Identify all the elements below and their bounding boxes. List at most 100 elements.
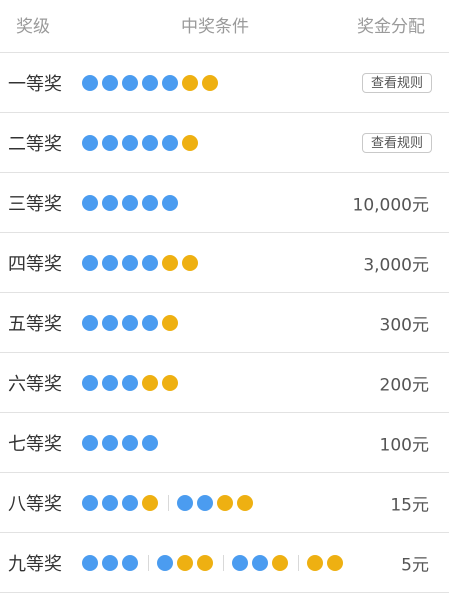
prize-level: 二等奖 <box>8 133 62 155</box>
table-row: 四等奖 3,000元 <box>0 233 449 293</box>
gold-ball-icon <box>217 494 233 511</box>
header-condition: 中奖条件 <box>181 17 249 37</box>
table-row: 五等奖 300元 <box>0 293 449 353</box>
ball-group <box>82 434 162 451</box>
blue-ball-icon <box>102 554 118 571</box>
blue-ball-icon <box>142 254 158 271</box>
ball-group <box>82 314 182 331</box>
blue-ball-icon <box>82 314 98 331</box>
blue-ball-icon <box>82 434 98 451</box>
table-row: 九等奖 5元 <box>0 533 449 593</box>
blue-ball-icon <box>102 434 118 451</box>
prize-level: 五等奖 <box>8 313 62 335</box>
ball-group <box>82 74 222 91</box>
blue-ball-icon <box>102 74 118 91</box>
blue-ball-icon <box>162 194 178 211</box>
header-level: 奖级 <box>16 17 50 37</box>
blue-ball-icon <box>82 194 98 211</box>
blue-ball-icon <box>102 134 118 151</box>
prize-level: 四等奖 <box>8 253 62 275</box>
prize-amount: 5元 <box>401 555 429 575</box>
table-row: 三等奖 10,000元 <box>0 173 449 233</box>
ball-group <box>82 194 182 211</box>
winning-condition <box>82 254 202 271</box>
gold-ball-icon <box>177 554 193 571</box>
blue-ball-icon <box>82 74 98 91</box>
winning-condition <box>82 494 257 511</box>
gold-ball-icon <box>162 314 178 331</box>
table-row: 七等奖 100元 <box>0 413 449 473</box>
winning-condition <box>82 374 182 391</box>
condition-separator <box>148 554 149 571</box>
winning-condition <box>82 194 182 211</box>
ball-group <box>307 554 347 571</box>
blue-ball-icon <box>232 554 248 571</box>
blue-ball-icon <box>157 554 173 571</box>
winning-condition <box>82 434 162 451</box>
ball-group <box>157 554 217 571</box>
prize-amount: 10,000元 <box>352 195 429 215</box>
header-prize: 奖金分配 <box>357 17 425 37</box>
blue-ball-icon <box>122 254 138 271</box>
blue-ball-icon <box>82 254 98 271</box>
table-row: 八等奖 15元 <box>0 473 449 533</box>
gold-ball-icon <box>202 74 218 91</box>
gold-ball-icon <box>327 554 343 571</box>
prize-level: 一等奖 <box>8 73 62 95</box>
table-row: 一等奖 查看规则 <box>0 53 449 113</box>
blue-ball-icon <box>197 494 213 511</box>
blue-ball-icon <box>122 74 138 91</box>
gold-ball-icon <box>182 254 198 271</box>
blue-ball-icon <box>102 314 118 331</box>
blue-ball-icon <box>82 374 98 391</box>
blue-ball-icon <box>82 554 98 571</box>
ball-group <box>82 494 162 511</box>
blue-ball-icon <box>142 434 158 451</box>
table-row: 二等奖 查看规则 <box>0 113 449 173</box>
blue-ball-icon <box>122 374 138 391</box>
view-rules-button[interactable]: 查看规则 <box>361 72 432 93</box>
ball-group <box>82 374 182 391</box>
prize-amount: 100元 <box>379 435 429 455</box>
blue-ball-icon <box>162 134 178 151</box>
condition-separator <box>223 554 224 571</box>
prize-level: 七等奖 <box>8 433 62 455</box>
winning-condition <box>82 554 347 571</box>
ball-group <box>82 134 202 151</box>
blue-ball-icon <box>82 134 98 151</box>
blue-ball-icon <box>122 194 138 211</box>
prize-amount: 3,000元 <box>363 255 429 275</box>
prize-amount: 15元 <box>390 495 429 515</box>
table-body: 一等奖 查看规则 二等奖 查看规则 三等奖 10,000元 四等奖 3,000元 五等奖 300元… <box>0 53 449 593</box>
blue-ball-icon <box>122 554 138 571</box>
gold-ball-icon <box>272 554 288 571</box>
blue-ball-icon <box>102 374 118 391</box>
gold-ball-icon <box>142 494 158 511</box>
blue-ball-icon <box>122 494 138 511</box>
gold-ball-icon <box>142 374 158 391</box>
gold-ball-icon <box>182 74 198 91</box>
blue-ball-icon <box>122 314 138 331</box>
view-rules-button[interactable]: 查看规则 <box>361 132 432 153</box>
ball-group <box>177 494 257 511</box>
condition-separator <box>168 494 169 511</box>
blue-ball-icon <box>162 74 178 91</box>
blue-ball-icon <box>177 494 193 511</box>
blue-ball-icon <box>122 134 138 151</box>
gold-ball-icon <box>197 554 213 571</box>
blue-ball-icon <box>252 554 268 571</box>
blue-ball-icon <box>142 194 158 211</box>
prize-level: 三等奖 <box>8 193 62 215</box>
condition-separator <box>298 554 299 571</box>
blue-ball-icon <box>142 74 158 91</box>
winning-condition <box>82 74 222 91</box>
gold-ball-icon <box>162 374 178 391</box>
blue-ball-icon <box>82 494 98 511</box>
gold-ball-icon <box>307 554 323 571</box>
prize-level: 六等奖 <box>8 373 62 395</box>
ball-group <box>82 554 142 571</box>
gold-ball-icon <box>237 494 253 511</box>
blue-ball-icon <box>142 314 158 331</box>
prize-level: 八等奖 <box>8 493 62 515</box>
